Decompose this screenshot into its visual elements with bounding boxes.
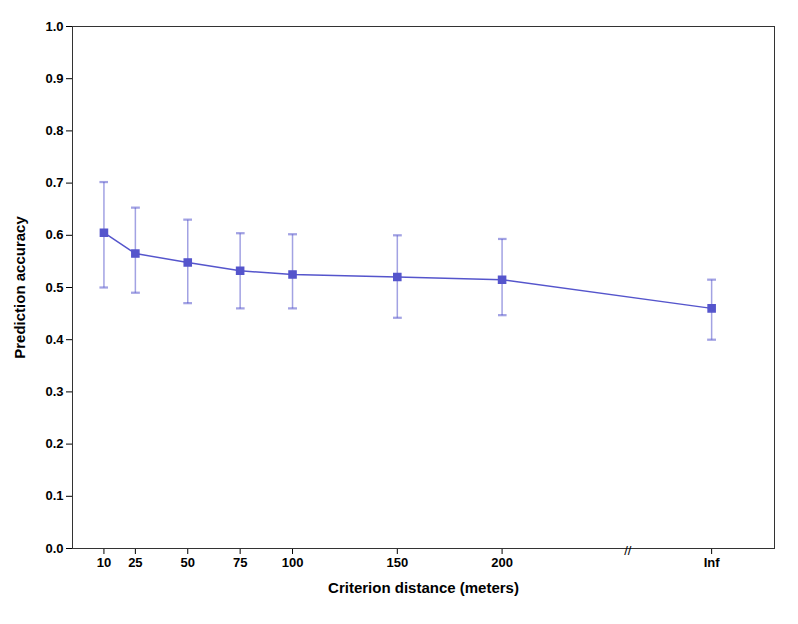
svg-text:10: 10 bbox=[97, 555, 111, 570]
svg-text:0.2: 0.2 bbox=[45, 436, 63, 451]
svg-text:50: 50 bbox=[181, 555, 195, 570]
svg-text:0.9: 0.9 bbox=[45, 71, 63, 86]
svg-text:25: 25 bbox=[128, 555, 142, 570]
svg-text:Inf: Inf bbox=[704, 555, 721, 570]
svg-text:100: 100 bbox=[282, 555, 304, 570]
svg-text:0.4: 0.4 bbox=[45, 332, 64, 347]
svg-text:Criterion distance (meters): Criterion distance (meters) bbox=[328, 579, 519, 596]
svg-text:0.5: 0.5 bbox=[45, 280, 63, 295]
svg-text:75: 75 bbox=[233, 555, 247, 570]
svg-text:0.3: 0.3 bbox=[45, 384, 63, 399]
svg-text:0.8: 0.8 bbox=[45, 123, 63, 138]
svg-text://: // bbox=[624, 543, 632, 558]
svg-text:0.7: 0.7 bbox=[45, 175, 63, 190]
svg-text:0.0: 0.0 bbox=[45, 541, 63, 556]
svg-text:200: 200 bbox=[491, 555, 513, 570]
svg-text:0.1: 0.1 bbox=[45, 488, 63, 503]
svg-text:Prediction accuracy: Prediction accuracy bbox=[11, 216, 28, 359]
svg-text:1.0: 1.0 bbox=[45, 19, 63, 34]
svg-text:150: 150 bbox=[386, 555, 408, 570]
svg-text:0.6: 0.6 bbox=[45, 227, 63, 242]
